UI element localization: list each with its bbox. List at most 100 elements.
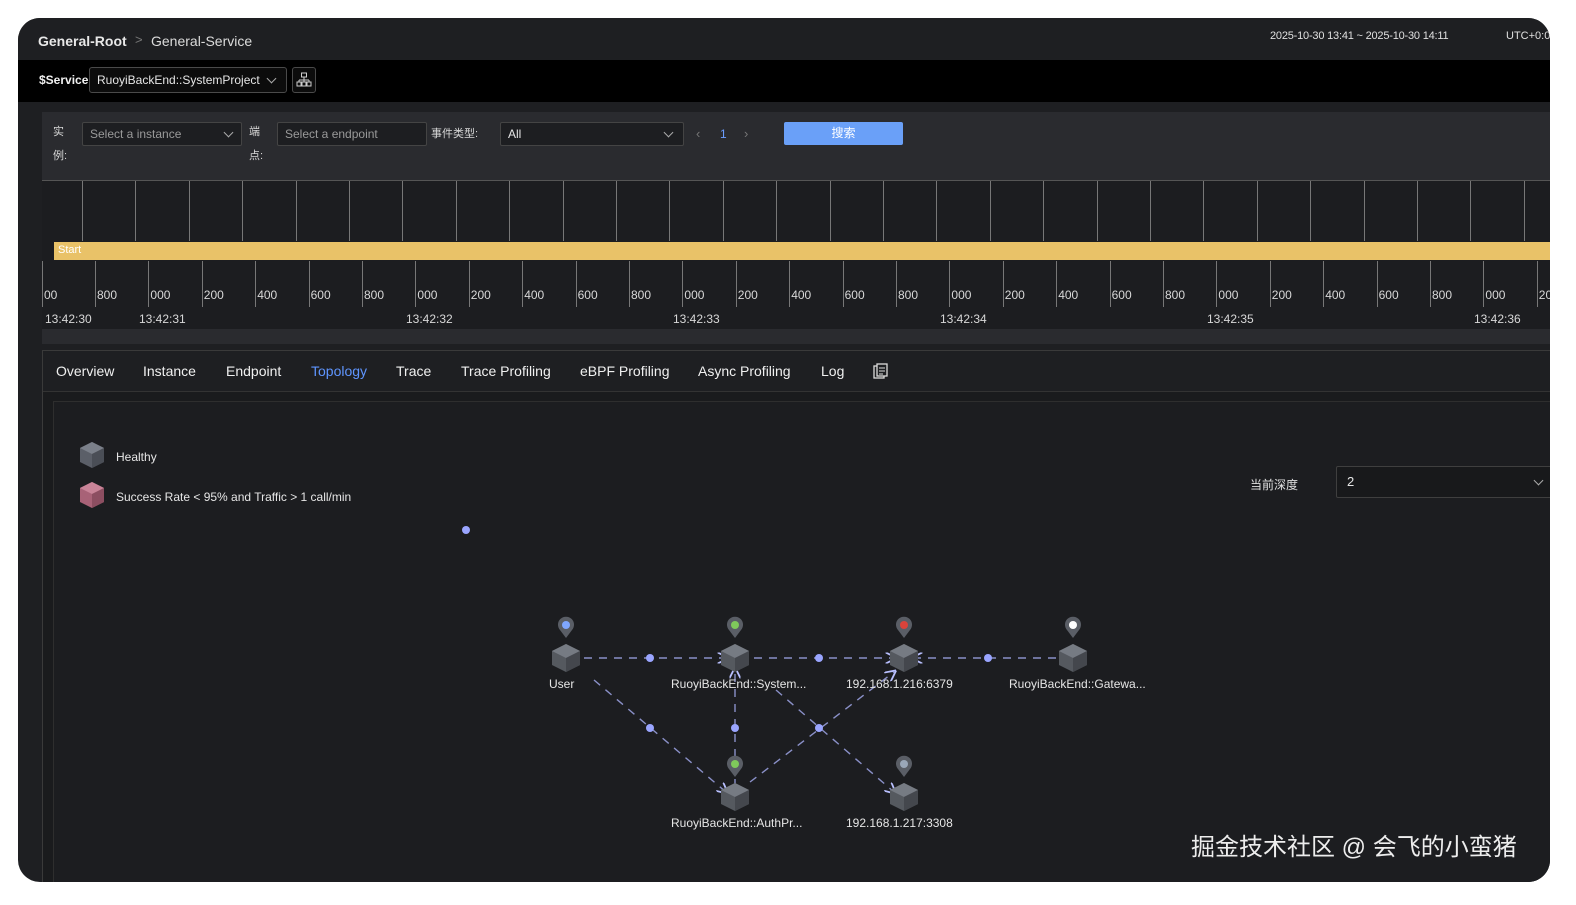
timeline-grid-tick	[1523, 181, 1525, 241]
search-button[interactable]: 搜索	[784, 122, 903, 145]
timeline-ms-label: 000	[684, 288, 705, 302]
timeline-grid-tick	[295, 181, 297, 241]
prev-page-icon[interactable]: ‹	[696, 126, 701, 141]
edge-point[interactable]	[646, 654, 654, 662]
timeline-ms-label: 400	[1325, 288, 1346, 302]
timeline-grid-tick	[883, 181, 884, 241]
depth-select[interactable]: 2	[1336, 466, 1550, 498]
user-icon	[558, 616, 574, 638]
edge-point[interactable]	[731, 724, 739, 732]
tab-trace-profiling[interactable]: Trace Profiling	[461, 363, 551, 379]
timeline-time-label: 13:42:32	[406, 312, 453, 326]
timeline-grid-tick	[776, 181, 778, 241]
legend-unhealthy-label: Success Rate < 95% and Traffic > 1 call/…	[116, 490, 352, 504]
timeline-tick	[1483, 261, 1485, 307]
timeline-ms-label: 400	[524, 288, 545, 302]
timeline-tick	[415, 261, 417, 307]
timeline-tick	[95, 261, 96, 307]
timeline-tick	[522, 261, 524, 307]
spring-leaf-icon	[727, 755, 743, 777]
edge-system-mysql[interactable]	[775, 689, 894, 792]
filter-panel: 实 例: Select a instance 端 点: Select a end…	[42, 112, 1550, 344]
node-label-user: User	[549, 677, 575, 691]
edge-point[interactable]	[815, 654, 823, 662]
next-page-icon[interactable]: ›	[744, 126, 749, 141]
edge-point[interactable]	[984, 654, 992, 662]
timeline-grid-tick	[722, 181, 724, 241]
topology-view-button[interactable]	[292, 67, 316, 93]
timeline-tick	[949, 261, 951, 307]
tab-async-profiling[interactable]: Async Profiling	[698, 363, 791, 379]
redis-icon	[896, 616, 912, 638]
timeline-grid-tick	[1417, 181, 1418, 241]
timeline-tick	[575, 261, 577, 307]
instance-select[interactable]: Select a instance	[82, 122, 242, 146]
node-user[interactable]	[552, 616, 580, 672]
timeline-grid-tick	[1096, 181, 1098, 241]
timeline-tick	[255, 261, 257, 307]
timeline-event-bar[interactable]: Start	[54, 242, 1550, 260]
timeline-ms-label: 200	[1004, 288, 1025, 302]
timeline-ms-label: 800	[1432, 288, 1453, 302]
timeline-grid-tick	[616, 181, 617, 241]
clipboard-icon[interactable]	[872, 363, 888, 385]
tab-topology[interactable]: Topology	[311, 363, 368, 379]
topology-content: Healthy Success Rate < 95% and Traffic >…	[53, 401, 1550, 882]
tab-instance[interactable]: Instance	[143, 363, 196, 379]
timeline-tick	[362, 261, 363, 307]
time-range-picker[interactable]: 2025-10-30 13:41 ~ 2025-10-30 14:11	[1270, 30, 1449, 42]
page-number[interactable]: 1	[720, 127, 727, 141]
event-timeline[interactable]: Start 00 800 000 200 400 600 800 000 200 400 600 80…	[42, 180, 1550, 329]
timeline-ms-label: 800	[1165, 288, 1186, 302]
timeline-grid-tick	[1203, 181, 1205, 241]
node-mysql[interactable]	[890, 755, 918, 811]
timeline-ms-label: 600	[1378, 288, 1399, 302]
timeline-ms-label: 800	[97, 288, 118, 302]
tab-ebpf-profiling[interactable]: eBPF Profiling	[580, 363, 670, 379]
service-label: $Service	[39, 73, 89, 87]
timeline-ms-label: 400	[1058, 288, 1079, 302]
edge-point[interactable]	[815, 724, 823, 732]
timeline-grid-tick	[1043, 181, 1045, 241]
instance-label-line2: 例:	[53, 150, 68, 162]
edge-point[interactable]	[646, 724, 654, 732]
service-select[interactable]: RuoyiBackEnd::SystemProject	[89, 67, 287, 93]
timeline-tick	[1376, 261, 1378, 307]
timeline-time-label: 13:42:36	[1474, 312, 1521, 326]
timeline-tick	[42, 261, 43, 307]
timeline-event-label: Start	[58, 244, 82, 256]
timeline-ms-label: 200	[470, 288, 491, 302]
timeline-grid-tick	[829, 181, 831, 241]
chevron-down-icon	[266, 73, 277, 84]
tab-log[interactable]: Log	[821, 363, 845, 379]
graph-point[interactable]	[462, 526, 470, 534]
topology-graph[interactable]	[54, 402, 1550, 882]
timeline-ms-label: 200	[1538, 288, 1550, 302]
breadcrumb-root[interactable]: General-Root	[38, 33, 127, 49]
timeline-grid-tick	[1256, 181, 1258, 241]
timeline-ms-label: 600	[1111, 288, 1132, 302]
node-gateway[interactable]	[1059, 616, 1087, 672]
edge-user-auth[interactable]	[593, 679, 726, 792]
mysql-icon	[896, 755, 912, 777]
endpoint-input[interactable]: Select a endpoint	[277, 122, 427, 146]
node-label-redis: 192.168.1.216:6379	[846, 677, 953, 691]
top-bar: General-Root > General-Service 2025-10-3…	[18, 18, 1550, 60]
timezone-label[interactable]: UTC+0:0	[1506, 30, 1550, 42]
tab-trace[interactable]: Trace	[396, 363, 432, 379]
event-type-select[interactable]: All	[500, 122, 684, 146]
timeline-tick	[148, 261, 150, 307]
node-auth-project[interactable]	[721, 755, 749, 811]
timeline-tick	[1323, 261, 1325, 307]
timeline-tick	[629, 261, 630, 307]
tab-bar: Overview Instance Endpoint Topology Trac…	[43, 351, 1550, 392]
unhealthy-cube-icon	[80, 482, 104, 508]
node-redis[interactable]	[890, 616, 918, 672]
tab-endpoint[interactable]: Endpoint	[226, 363, 282, 379]
node-system-project[interactable]	[721, 616, 749, 672]
breadcrumb-service[interactable]: General-Service	[151, 33, 253, 49]
depth-label: 当前深度	[1250, 478, 1299, 492]
tab-overview[interactable]: Overview	[56, 363, 115, 379]
timeline-grid-tick	[188, 181, 190, 241]
chevron-down-icon	[223, 127, 234, 138]
